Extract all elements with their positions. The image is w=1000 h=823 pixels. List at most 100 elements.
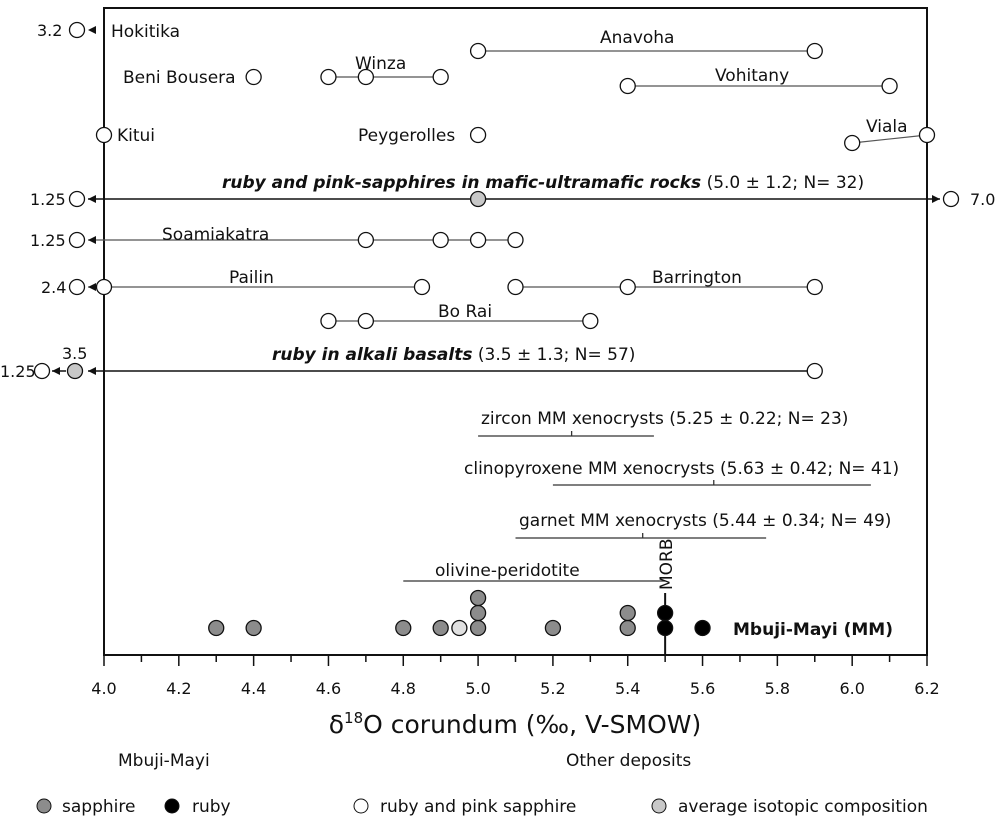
deposit-soamiakatra-arrow (88, 236, 96, 244)
offscale-hokitika: 3.2 (37, 21, 62, 40)
label-beni-bousera: Beni Bousera (123, 68, 236, 88)
x-tick-label: 6.0 (839, 679, 864, 698)
offscale-pailin: 2.4 (41, 278, 66, 297)
deposit-beni-bousera-point (245, 68, 262, 86)
legend-title-mm: Mbuji-Mayi (118, 751, 210, 771)
mafic-mean-point (469, 190, 487, 208)
deposit-peygerolles-point (469, 126, 487, 144)
deposit-winza-point (432, 68, 449, 86)
x-tick-label: 6.2 (914, 679, 939, 698)
x-tick-label: 4.4 (241, 679, 266, 698)
deposit-pailin-point (95, 278, 113, 296)
deposit-hokitika-arrow (88, 26, 96, 34)
deposit-bo-rai-point (320, 312, 337, 330)
mafic-min-point (68, 190, 86, 208)
legend-title-other: Other deposits (566, 751, 691, 771)
x-tick-label: 5.0 (465, 679, 490, 698)
x-axis-title: δ18O corundum (‰, V-SMOW) (329, 709, 701, 739)
deposit-vohitany-point (881, 77, 898, 95)
deposit-pailin-offscale-point (68, 278, 86, 296)
deposit-viala-point (844, 134, 861, 152)
deposit-viala-range (852, 134, 928, 144)
mafic-arrow-right (932, 195, 940, 203)
mafic-max-point (942, 190, 960, 208)
alkali-arrow-min (52, 367, 60, 375)
mm-ruby-point (656, 604, 674, 622)
deposit-hokitika-offscale-point (68, 21, 86, 39)
x-tick-label: 4.0 (91, 679, 116, 698)
legend-label-ruby: ruby (192, 797, 231, 817)
offscale-alkali-mean: 3.5 (62, 344, 87, 363)
x-tick-label: 5.6 (690, 679, 715, 698)
mm-ruby-point (694, 619, 711, 637)
legend-label-average: average isotopic composition (678, 797, 928, 817)
alkali-mean-point (66, 362, 84, 380)
deposit-soamiakatra-point (357, 231, 375, 249)
deposit-pailin-point (413, 278, 431, 296)
legend-marker-ruby (164, 798, 180, 814)
mbuji-mayi-label: Mbuji-Mayi (MM) (733, 620, 893, 640)
mm-sapphire-point (469, 604, 487, 622)
x-tick-label: 5.4 (615, 679, 640, 698)
x-tick-label: 5.8 (765, 679, 790, 698)
label-bo-rai: Bo Rai (438, 302, 492, 322)
mm-sapphire-point (619, 619, 636, 637)
legend-marker-average (651, 798, 667, 814)
mm-sapphire-point (544, 619, 562, 637)
group-mafic-label: ruby and pink-sapphires in mafic-ultrama… (222, 173, 864, 193)
xeno-cpx-label: clinopyroxene MM xenocrysts (5.63 ± 0.42… (464, 459, 899, 479)
label-barrington: Barrington (652, 268, 742, 288)
mm-sapphire-point (432, 619, 449, 637)
morb-label: MORB (657, 538, 677, 590)
deposit-soamiakatra-offscale-point (68, 231, 86, 249)
deposit-soamiakatra-point (507, 231, 524, 249)
legend-marker-other (353, 798, 369, 814)
olivine-label: olivine-peridotite (435, 561, 580, 581)
label-kitui: Kitui (117, 126, 155, 146)
x-tick-label: 4.8 (391, 679, 416, 698)
xeno-zircon-label: zircon MM xenocrysts (5.25 ± 0.22; N= 23… (481, 409, 848, 429)
offscale-mafic-max: 7.0 (970, 190, 995, 209)
deposit-vohitany-point (619, 77, 636, 95)
deposit-barrington-point (806, 278, 823, 296)
deposit-soamiakatra-point (469, 231, 487, 249)
offscale-mafic-min: 1.25 (30, 190, 66, 209)
deposit-kitui-point (95, 126, 113, 144)
mm-sapphire-point (395, 619, 412, 637)
xeno-garnet-label: garnet MM xenocrysts (5.44 ± 0.34; N= 49… (519, 511, 891, 531)
deposit-barrington-point (619, 278, 636, 296)
offscale-alkali-min: 1.25 (0, 362, 36, 381)
alkali-max-point (806, 362, 823, 380)
label-soamiakatra: Soamiakatra (162, 225, 269, 245)
deposit-pailin-arrow (88, 283, 96, 291)
deposit-barrington-point (507, 278, 524, 296)
group-alkali-label: ruby in alkali basalts (3.5 ± 1.3; N= 57… (272, 345, 635, 365)
mm-sapphire-point (469, 619, 487, 637)
mafic-arrow-left (88, 195, 96, 203)
label-winza: Winza (355, 54, 406, 74)
plot-frame (103, 7, 928, 656)
label-peygerolles: Peygerolles (358, 126, 455, 146)
mm-sapphire-point (208, 619, 225, 637)
legend-label-other: ruby and pink sapphire (380, 797, 576, 817)
label-vohitany: Vohitany (715, 66, 789, 86)
deposit-viala-point (918, 126, 936, 144)
deposit-bo-rai-point (582, 312, 599, 330)
mm-sapphire-point (469, 589, 487, 607)
mm-pale-point (451, 619, 468, 637)
mm-sapphire-point (245, 619, 262, 637)
x-tick-label: 4.6 (316, 679, 341, 698)
label-viala: Viala (866, 117, 908, 137)
x-tick-label: 4.2 (166, 679, 191, 698)
deposit-winza-point (357, 68, 375, 86)
mm-ruby-point (656, 619, 674, 637)
label-hokitika: Hokitika (111, 22, 180, 42)
deposit-bo-rai-point (357, 312, 375, 330)
alkali-arrow-left (88, 367, 96, 375)
label-anavoha: Anavoha (600, 28, 674, 48)
deposit-anavoha-point (469, 42, 487, 60)
deposit-anavoha-point (806, 42, 823, 60)
x-tick-label: 5.2 (540, 679, 565, 698)
mm-sapphire-point (619, 604, 636, 622)
